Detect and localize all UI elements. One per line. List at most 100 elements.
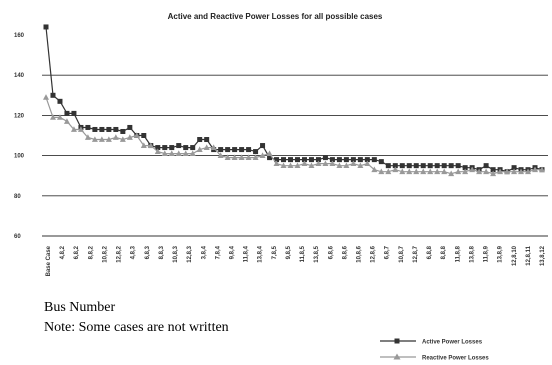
data-point [413,163,419,169]
x-tick-label: 9,8,4 [229,245,235,259]
x-tick-label: 13,8,5 [314,245,320,262]
data-point [266,150,273,156]
data-point [43,24,49,30]
data-point [225,147,231,153]
y-tick-label: 140 [14,73,25,79]
data-point [427,163,433,169]
x-axis-label: Bus Number [44,300,116,315]
legend-label-active: Active Power Losses [422,340,483,346]
data-point [288,157,294,163]
data-point [371,166,378,173]
data-point [441,163,447,169]
legend-label-reactive: Reactive Power Losses [422,356,489,362]
data-point [183,145,189,151]
data-point [217,152,224,158]
data-point [245,154,252,161]
legend: Active Power Losses Reactive Power Losse… [380,338,489,362]
data-point [343,162,350,169]
data-point [182,150,189,156]
legend-marker-active [394,338,400,344]
x-tick-label: 10,8,6 [357,245,363,262]
data-point [260,143,266,149]
data-point [490,167,496,173]
data-point [112,134,119,140]
data-point [140,142,147,148]
data-point [154,148,161,154]
data-point [43,94,49,100]
data-point [329,157,335,163]
data-point [273,160,280,167]
data-point [147,142,154,148]
data-point [204,137,210,143]
data-point [133,132,140,138]
data-point [455,168,462,175]
data-point [267,155,273,161]
data-point [420,163,426,169]
data-point [364,160,371,167]
x-tick-label: 11,8,5 [300,245,306,262]
data-point [98,136,105,142]
x-tick-labels: Base Case 4,8,2 6,8,2 8,8,2 10,8,2 12,8,2 4,8,… [46,245,546,276]
grid [42,74,548,237]
data-point [274,157,280,163]
data-point [301,157,307,163]
data-point [105,136,112,142]
series-line-1 [45,97,542,175]
data-point [190,145,196,151]
data-point [308,157,314,163]
x-tick-label: 9,8,5 [286,245,292,259]
data-point [399,163,405,169]
y-tick-label: 160 [14,33,25,39]
data-point [392,163,398,169]
x-tick-label: 6,8,2 [74,245,80,259]
data-point [385,168,392,175]
data-point [350,160,357,167]
data-point [119,136,126,142]
data-point [91,136,98,142]
data-point [399,168,406,175]
data-point [315,160,322,167]
series-active-power-losses [43,24,545,175]
x-tick-label: 8,8,8 [441,245,447,259]
data-point [120,128,126,134]
chart-title: Active and Reactive Power Losses for all… [168,12,383,21]
data-point [92,126,98,132]
x-tick-label: 11,8,9 [484,245,490,262]
x-tick-label: 13,8,9 [498,245,504,262]
x-tick-label: 8,8,2 [88,245,94,259]
data-point [70,126,77,132]
series-reactive-power-losses [43,94,545,177]
x-tick-label: 6,8,7 [385,245,391,259]
data-point [77,126,84,132]
x-tick-label: 7,8,4 [215,245,221,259]
x-tick-label: 12,8,6 [371,245,377,262]
x-tick-label: 13,8,12 [540,245,546,266]
data-point [301,160,308,167]
data-point [239,147,245,153]
data-point [71,110,77,116]
data-point [106,126,112,132]
data-point [322,160,329,167]
x-tick-label: 12,8,3 [187,245,193,262]
data-point [385,163,391,169]
x-tick-label: 13,8,8 [469,245,475,262]
data-point [63,118,70,124]
x-tick-label: 8,8,6 [342,245,348,259]
data-point [113,126,119,132]
x-tick-label: 12,8,7 [413,245,419,262]
data-point [281,157,287,163]
series-line-0 [45,26,543,173]
data-point [127,124,133,130]
x-tick-label: 8,8,3 [159,245,165,259]
data-point [448,163,454,169]
data-point [413,168,420,175]
x-tick-label: 11,8,4 [244,245,250,262]
data-point [511,165,517,171]
data-point [441,168,448,175]
data-point [176,143,182,149]
data-point [203,144,210,150]
legend-marker-reactive [393,353,401,360]
data-point [155,145,161,151]
data-point [253,149,259,155]
